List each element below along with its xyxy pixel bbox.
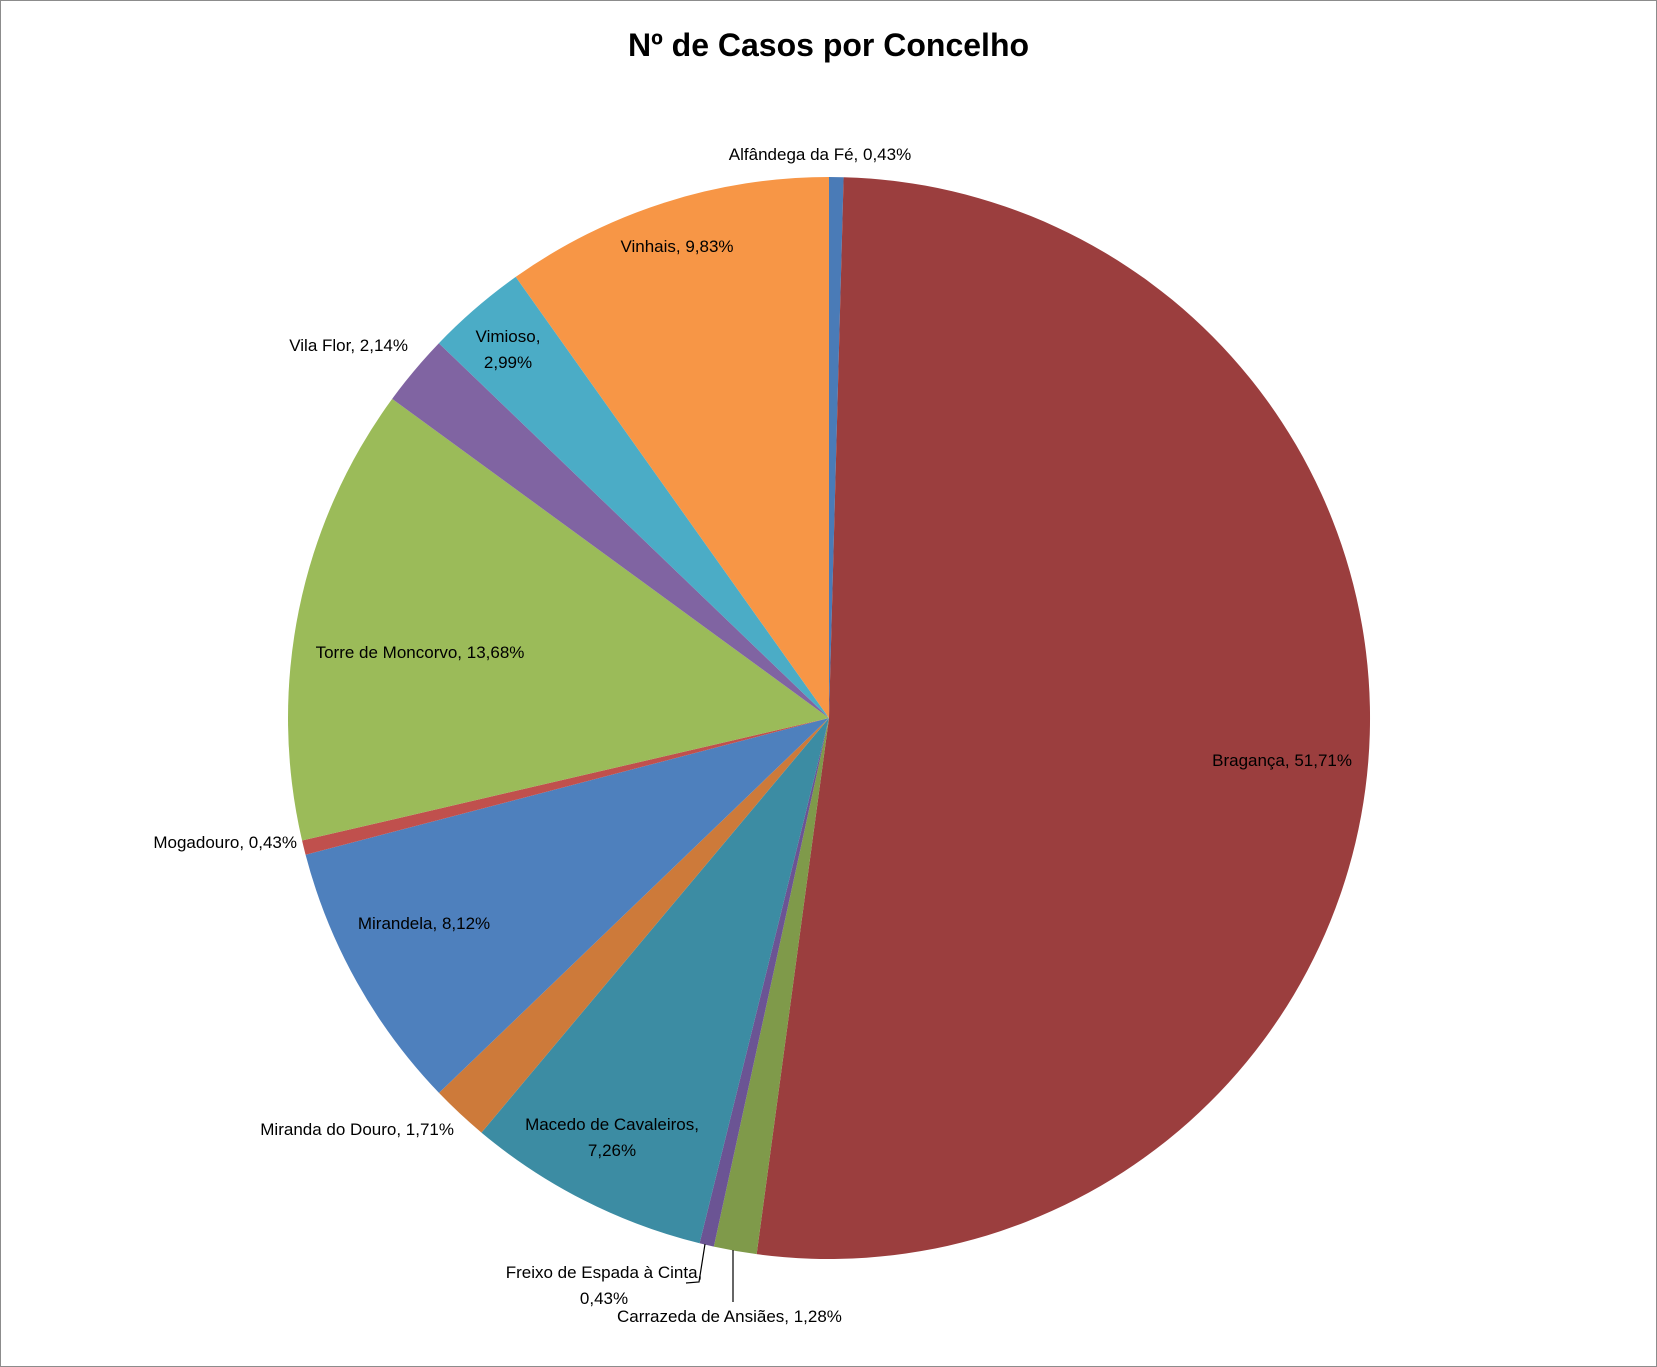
- pie-slice-torre-de-moncorvo: [288, 398, 829, 841]
- pie-slice-vimioso: [438, 276, 829, 718]
- data-label: Mirandela, 8,12%: [358, 914, 490, 933]
- pie-slice-miranda-do-douro: [438, 718, 829, 1133]
- data-label: Mogadouro, 0,43%: [153, 833, 297, 852]
- pie-slice-vinhais: [515, 177, 829, 718]
- data-label: Miranda do Douro, 1,71%: [260, 1120, 454, 1139]
- data-label: Freixo de Espada à Cinta, 0,43%: [506, 1263, 703, 1308]
- pie-slice-vila-flor: [392, 343, 829, 718]
- pie-slice-carrazeda-de-ansiaes: [713, 718, 829, 1255]
- pie-slice-mirandela: [305, 718, 829, 1093]
- data-label: Macedo de Cavaleiros, 7,26%: [525, 1115, 699, 1160]
- pie-slice-braganca: [756, 177, 1371, 1260]
- data-label: Bragança, 51,71%: [1212, 751, 1352, 770]
- data-label: Vila Flor, 2,14%: [289, 336, 408, 355]
- chart-title: Nº de Casos por Concelho: [627, 27, 1030, 63]
- data-label: Alfândega da Fé, 0,43%: [729, 145, 911, 164]
- pie-slice-alfandega-da-fe: [829, 177, 844, 718]
- leader-line: [685, 1243, 706, 1284]
- data-label: Carrazeda de Ansiães, 1,28%: [617, 1307, 842, 1326]
- pie-slice-freixo-de-espada-a-cinta: [699, 718, 829, 1247]
- data-label: Torre de Moncorvo, 13,68%: [316, 643, 525, 662]
- data-label: Vinhais, 9,83%: [620, 237, 733, 256]
- pie-slice-mogadouro: [302, 718, 829, 855]
- pie-slice-macedo-de-cavaleiros: [481, 718, 829, 1244]
- data-label: Vimioso, 2,99%: [476, 327, 541, 372]
